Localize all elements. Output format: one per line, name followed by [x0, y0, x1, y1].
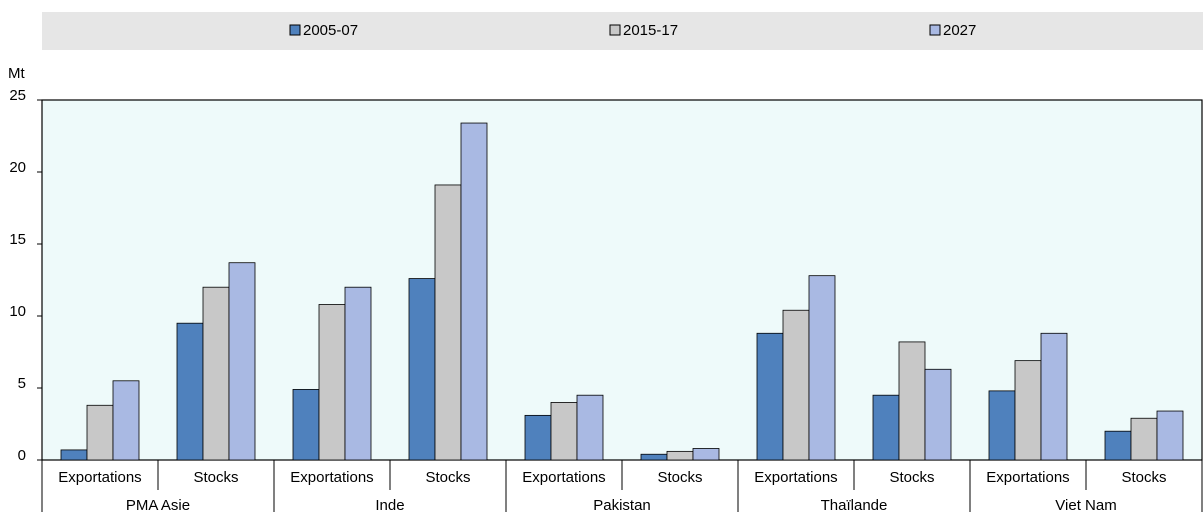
bar: [872, 394, 900, 461]
legend-swatch: [929, 24, 941, 36]
bar: [924, 368, 952, 461]
bar: [576, 394, 604, 461]
group-label: Thaïlande: [821, 497, 888, 512]
x-tick-label: Exportations: [986, 469, 1069, 486]
bar: [202, 286, 230, 461]
x-tick-label: Stocks: [193, 469, 238, 486]
y-tick-label: 0: [18, 447, 26, 464]
x-tick-label: Stocks: [425, 469, 470, 486]
bar: [318, 304, 346, 461]
y-tick-label: 15: [9, 231, 26, 248]
bar: [898, 341, 926, 461]
y-tick-label: 20: [9, 159, 26, 176]
bar: [228, 262, 256, 461]
x-tick-label: Stocks: [889, 469, 934, 486]
bar: [550, 401, 578, 461]
group-label: Inde: [375, 497, 404, 512]
x-tick-label: Exportations: [290, 469, 373, 486]
bar: [640, 453, 668, 461]
bar: [666, 450, 694, 461]
bar: [292, 389, 320, 461]
bar: [176, 322, 204, 461]
bar: [434, 184, 462, 461]
y-unit: Mt: [8, 65, 25, 82]
bar: [344, 286, 372, 461]
bar: [408, 278, 436, 461]
legend-swatch: [289, 24, 301, 36]
bar: [756, 332, 784, 461]
legend-swatch: [609, 24, 621, 36]
x-tick-label: Exportations: [522, 469, 605, 486]
x-tick-label: Stocks: [1121, 469, 1166, 486]
bar: [1130, 417, 1158, 461]
y-tick-label: 10: [9, 303, 26, 320]
legend-label: 2027: [943, 22, 976, 39]
legend-label: 2015-17: [623, 22, 678, 39]
x-tick-label: Exportations: [58, 469, 141, 486]
bar: [524, 414, 552, 461]
group-label: Viet Nam: [1055, 497, 1116, 512]
legend-label: 2005-07: [303, 22, 358, 39]
bar: [1014, 360, 1042, 461]
bar: [692, 448, 720, 461]
bar: [782, 309, 810, 461]
bar: [86, 404, 114, 461]
y-tick-label: 25: [9, 87, 26, 104]
bar: [808, 275, 836, 461]
bar: [1040, 332, 1068, 461]
bar: [60, 449, 88, 461]
bar: [1104, 430, 1132, 461]
x-tick-label: Stocks: [657, 469, 702, 486]
bar: [988, 390, 1016, 461]
bar: [460, 122, 488, 461]
y-tick-label: 5: [18, 375, 26, 392]
legend-band: [42, 12, 1203, 50]
x-tick-label: Exportations: [754, 469, 837, 486]
group-label: PMA Asie: [126, 497, 190, 512]
bar: [1156, 410, 1184, 461]
group-label: Pakistan: [593, 497, 651, 512]
bar: [112, 380, 140, 461]
